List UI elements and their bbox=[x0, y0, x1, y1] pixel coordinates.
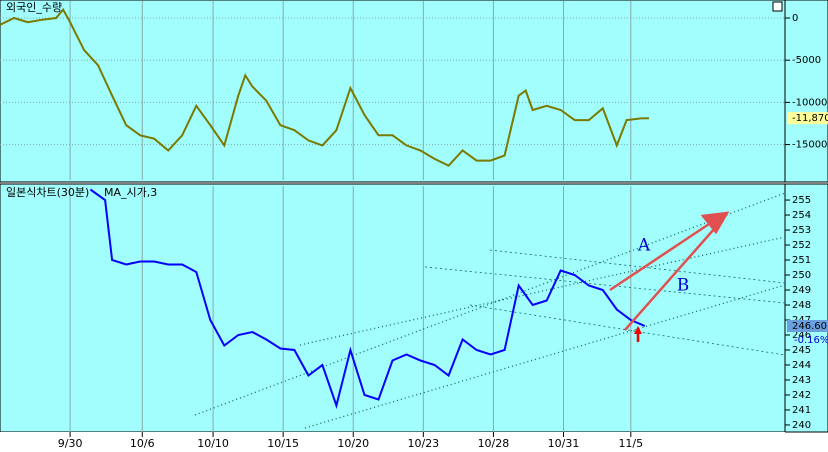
y-tick-label: 252 bbox=[792, 240, 811, 251]
last-value-label: 246.60 bbox=[792, 321, 827, 332]
x-tick-label: 10/23 bbox=[407, 437, 439, 450]
channel-line bbox=[424, 266, 786, 304]
arrow-a bbox=[609, 220, 713, 292]
y-tick-label: 253 bbox=[792, 225, 811, 236]
y-tick-label: 255 bbox=[792, 195, 811, 206]
x-tick-label: 11/5 bbox=[618, 437, 643, 450]
x-tick-label: 10/28 bbox=[478, 437, 510, 450]
x-tick-label: 10/31 bbox=[548, 437, 580, 450]
legend-label: MA_시가,3 bbox=[104, 186, 157, 199]
arrow-b bbox=[624, 227, 716, 331]
x-tick-label: 10/10 bbox=[197, 437, 229, 450]
y-tick-label: 241 bbox=[792, 405, 811, 416]
bottom-title: 일본식차트(30분) bbox=[6, 185, 89, 199]
channel-line bbox=[299, 236, 786, 346]
data-line bbox=[89, 188, 646, 409]
x-tick-label: 10/20 bbox=[337, 437, 369, 450]
x-tick-label: 10/15 bbox=[267, 437, 299, 450]
trend-lines-thin bbox=[424, 249, 786, 356]
grid-layer bbox=[0, 1, 785, 432]
y-tick-label: 249 bbox=[792, 285, 811, 296]
data-layer bbox=[0, 7, 650, 409]
top-title: 외국인_수량 bbox=[6, 1, 62, 14]
y-tick-label: -10000 bbox=[792, 97, 827, 108]
annotation: B bbox=[677, 276, 690, 296]
y-tick-label: 250 bbox=[792, 270, 811, 281]
y-tick-label: 244 bbox=[792, 360, 811, 371]
x-tick-label: 10/6 bbox=[130, 437, 155, 450]
change-label: -0.16% bbox=[794, 335, 828, 346]
y-tick-label: 243 bbox=[792, 375, 811, 386]
annotation: A bbox=[637, 236, 651, 256]
y-tick-label: 251 bbox=[792, 255, 811, 266]
x-tick-label: 9/30 bbox=[58, 437, 83, 450]
channel-line bbox=[469, 304, 786, 356]
y-tick-label: -5000 bbox=[792, 55, 821, 66]
y-tick-label: 240 bbox=[792, 420, 811, 431]
y-tick-label: 248 bbox=[792, 300, 811, 311]
y-tick-label: 245 bbox=[792, 345, 811, 356]
last-value-box bbox=[787, 112, 828, 125]
arrows bbox=[609, 211, 730, 342]
y-tick-label: 242 bbox=[792, 390, 811, 401]
panel-button[interactable] bbox=[772, 1, 783, 12]
y-tick-label: 0 bbox=[792, 13, 798, 24]
bottom-panel bbox=[0, 183, 786, 433]
trend-lines bbox=[194, 192, 786, 429]
y-tick-label: -15000 bbox=[792, 140, 827, 151]
bottom-axis-panel bbox=[784, 183, 828, 433]
arrow-head bbox=[700, 211, 730, 235]
small-arrow-head bbox=[634, 326, 642, 334]
top-axis-panel bbox=[784, 0, 828, 183]
y-tick-label: 254 bbox=[792, 210, 811, 221]
data-line bbox=[0, 7, 650, 167]
x-axis-strip bbox=[0, 432, 785, 452]
last-value-box bbox=[787, 319, 828, 332]
last-value-label: -11,870 bbox=[792, 113, 828, 124]
y-tick-label: 246 bbox=[792, 330, 811, 341]
top-panel bbox=[0, 0, 786, 183]
